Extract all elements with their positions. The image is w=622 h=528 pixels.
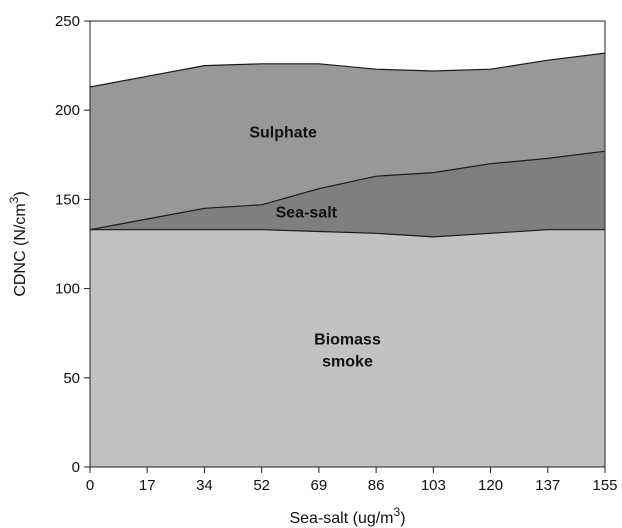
series-label-line: Biomass xyxy=(314,332,381,349)
x-tick-label: 52 xyxy=(253,477,270,494)
y-tick-label: 0 xyxy=(72,459,80,476)
y-axis-title: CDNC (N/cm3) xyxy=(7,191,29,296)
series-boundaries xyxy=(89,52,606,238)
y-axis: 0 50 100 150 200 250 xyxy=(55,13,90,476)
x-axis-title-suffix: ) xyxy=(400,510,405,527)
x-tick-label: 120 xyxy=(478,477,503,494)
y-tick-label: 150 xyxy=(55,191,80,208)
series-label-sulphate: Sulphate xyxy=(249,124,317,141)
y-axis-title-sup: 3 xyxy=(7,196,21,203)
x-tick-label: 103 xyxy=(421,477,446,494)
x-tick-label: 86 xyxy=(368,477,385,494)
x-tick-label: 34 xyxy=(196,477,213,494)
x-axis-title-text: Sea-salt (ug/m xyxy=(289,510,393,527)
boundary-seasalt xyxy=(89,150,606,231)
x-axis: 0 17 34 52 69 86 103 120 137 155 xyxy=(86,467,618,494)
y-tick-label: 50 xyxy=(63,370,80,387)
y-axis-title-text: CDNC (N/cm xyxy=(12,203,29,296)
y-tick-label: 200 xyxy=(55,102,80,119)
series-label-biomass: Biomass smoke xyxy=(314,332,381,371)
series-label-line: Sulphate xyxy=(249,124,317,141)
x-tick-label: 17 xyxy=(139,477,156,494)
x-tick-label: 0 xyxy=(86,477,94,494)
boundary-sulphate xyxy=(89,52,606,88)
series-labels: Biomass smoke Sea-salt Sulphate xyxy=(249,124,381,370)
series-label-seasalt: Sea-salt xyxy=(276,205,338,222)
x-tick-label: 155 xyxy=(592,477,617,494)
area-sulphate xyxy=(90,53,605,230)
series-label-line: smoke xyxy=(322,354,373,371)
x-tick-label: 69 xyxy=(311,477,328,494)
y-axis-title-suffix: ) xyxy=(12,191,29,196)
series-label-line: Sea-salt xyxy=(276,205,338,222)
area-seasalt xyxy=(90,151,605,237)
y-tick-label: 100 xyxy=(55,281,80,298)
y-tick-label: 250 xyxy=(55,13,80,30)
area-biomass xyxy=(90,229,605,467)
x-tick-label: 137 xyxy=(535,477,560,494)
chart-areas xyxy=(90,21,605,467)
x-axis-title-sup: 3 xyxy=(394,505,401,519)
boundary-biomass xyxy=(90,229,605,238)
x-axis-title: Sea-salt (ug/m3) xyxy=(289,505,405,527)
plot-frame xyxy=(89,20,606,468)
